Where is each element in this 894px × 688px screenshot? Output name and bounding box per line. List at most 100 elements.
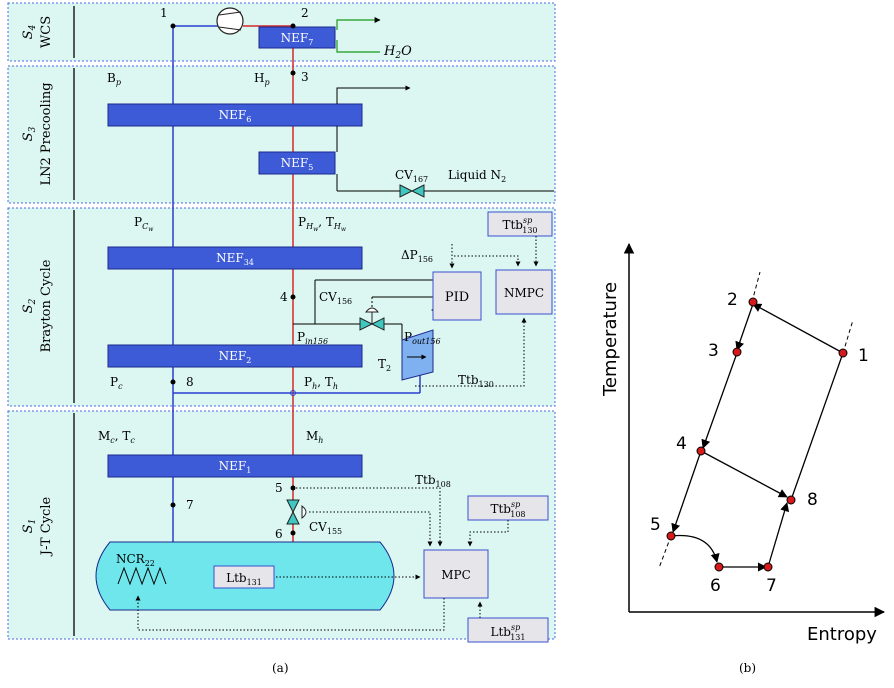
- phw-label: PHw, THw: [298, 215, 347, 233]
- ts-point-labels: 1 2 3 4 5 6 7 8: [650, 290, 869, 596]
- s2-sub: 2: [28, 298, 38, 305]
- ttb108sp-box: Ttbsp 108: [467, 495, 549, 521]
- h2o-flow: [336, 17, 381, 53]
- svg-text:5: 5: [650, 515, 661, 535]
- svg-text:6: 6: [275, 527, 283, 541]
- svg-text:NEF5: NEF5: [281, 156, 314, 172]
- ttb130-label: Ttb130: [458, 373, 494, 389]
- section-label-s4: S4 WCS: [21, 16, 54, 48]
- cv155-label: CV155: [309, 520, 342, 536]
- svg-text:S3: S3: [21, 126, 38, 141]
- cv156-valve-icon: [359, 307, 385, 331]
- ts-point-4: [696, 446, 706, 456]
- ts-point-8: [786, 495, 796, 505]
- ts-point-7: [763, 562, 773, 572]
- svg-text:7: 7: [766, 576, 777, 596]
- s3-sub: 3: [28, 126, 38, 132]
- nef5-block: NEF5: [258, 151, 336, 175]
- svg-text:MPC: MPC: [441, 568, 471, 582]
- svg-text:NMPC: NMPC: [504, 286, 544, 300]
- svg-text:NEF7: NEF7: [281, 31, 314, 47]
- ln2-lines: [336, 85, 554, 192]
- ts-point-2: [748, 297, 758, 307]
- liquid-n2-label: Liquid N2: [448, 168, 506, 184]
- section-label-s3: S3 LN2 Precooling: [21, 82, 54, 185]
- nef34-block: NEF34: [107, 246, 363, 270]
- s4-id: S: [21, 30, 36, 39]
- s4-name: WCS: [39, 16, 54, 48]
- svg-text:7: 7: [186, 498, 194, 512]
- svg-text:NEF2: NEF2: [219, 349, 252, 365]
- svg-text:NEF1: NEF1: [219, 459, 252, 475]
- pcw-label: PCw: [134, 215, 154, 233]
- svg-text:1: 1: [858, 346, 869, 366]
- svg-text:1: 1: [160, 6, 168, 20]
- nmpc-controller: NMPC: [495, 269, 553, 315]
- mh-label: Mh: [306, 429, 323, 445]
- svg-text:S1: S1: [21, 519, 38, 534]
- caption-a: (a): [272, 661, 289, 675]
- ncr22-label: NCR22: [116, 552, 155, 568]
- s1-id: S: [21, 524, 36, 533]
- s4-sub: 4: [28, 24, 38, 31]
- svg-text:2: 2: [301, 6, 309, 20]
- dp156-label: ΔP156: [401, 248, 433, 264]
- t2-label: T2: [378, 357, 391, 373]
- nef6-block: NEF6: [107, 103, 363, 127]
- mpc-controller: MPC: [423, 549, 489, 599]
- svg-text:4: 4: [280, 290, 288, 304]
- svg-text:PID: PID: [445, 290, 469, 305]
- schematic-labels: Bp Hp PCw PHw, THw ΔP156 Pin156 Pout156 …: [98, 71, 494, 489]
- nef2-block: NEF2: [107, 344, 363, 368]
- svg-text:8: 8: [807, 490, 818, 510]
- ltb131sp-box: Ltbsp 131: [467, 617, 549, 643]
- s1-name: J-T Cycle: [39, 497, 54, 558]
- brayton-bypass: [293, 279, 433, 340]
- s2-id: S: [21, 304, 36, 313]
- bp-label: Bp: [107, 71, 121, 87]
- s3-id: S: [21, 132, 36, 141]
- hp-label: Hp: [254, 71, 270, 87]
- svg-text:5: 5: [275, 481, 283, 495]
- s3-name: LN2 Precooling: [39, 82, 54, 185]
- section-label-s1: S1 J-T Cycle: [21, 497, 54, 558]
- turbine-icon: [401, 329, 434, 381]
- h2o-label: H2O: [383, 44, 412, 61]
- pc-label: Pc: [110, 375, 123, 391]
- pid-controller: PID: [432, 271, 482, 321]
- ts-point-1: [838, 348, 848, 358]
- svg-text:3: 3: [708, 341, 719, 361]
- cv167-label: CV167: [395, 168, 428, 184]
- ts-point-5: [666, 531, 676, 541]
- cv167-valve-icon: [399, 184, 425, 198]
- section-s3-box: [7, 65, 556, 204]
- ts-ylabel: Temperature: [600, 282, 621, 397]
- ts-point-6: [714, 562, 724, 572]
- cv155-valve-icon: [286, 499, 307, 525]
- nef1-block: NEF1: [107, 454, 363, 478]
- ttb108-label: Ttb108: [415, 473, 451, 489]
- section-label-s2: S2 Brayton Cycle: [21, 259, 54, 352]
- nef7-block: NEF7: [258, 26, 336, 49]
- svg-text:S2: S2: [21, 298, 38, 313]
- s1-control-lines: [135, 487, 509, 631]
- ts-points: [666, 297, 848, 572]
- ts-diagram: Temperature Entropy 1 2 3: [600, 242, 886, 645]
- caption-b: (b): [739, 661, 756, 675]
- pout156-label: Pout156: [404, 330, 441, 346]
- pipe-points: [170, 23, 296, 536]
- svg-text:4: 4: [676, 434, 687, 454]
- svg-text:3: 3: [301, 70, 309, 84]
- svg-text:8: 8: [186, 375, 194, 389]
- pin156-label: Pin156: [297, 330, 328, 346]
- svg-text:NEF34: NEF34: [216, 251, 254, 267]
- svg-text:S4: S4: [21, 24, 38, 39]
- svg-text:Ltb131: Ltb131: [226, 571, 262, 587]
- svg-text:2: 2: [727, 290, 738, 310]
- svg-text:NEF6: NEF6: [219, 108, 252, 124]
- ttb130sp-box: Ttbsp 130: [487, 211, 553, 237]
